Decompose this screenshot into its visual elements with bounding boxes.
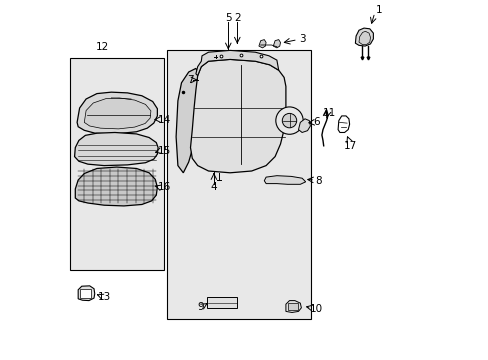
- Text: 12: 12: [96, 42, 109, 52]
- Text: 7: 7: [187, 75, 193, 85]
- Bar: [206, 297, 237, 308]
- Bar: [287, 303, 298, 310]
- Polygon shape: [355, 28, 373, 46]
- Polygon shape: [75, 167, 157, 206]
- Polygon shape: [78, 286, 95, 301]
- Polygon shape: [75, 132, 158, 166]
- Polygon shape: [258, 40, 265, 48]
- Polygon shape: [190, 59, 285, 173]
- Polygon shape: [358, 31, 370, 45]
- Polygon shape: [176, 68, 199, 173]
- Text: 2: 2: [234, 13, 240, 23]
- Text: 9: 9: [197, 302, 203, 312]
- Text: 5: 5: [224, 13, 231, 23]
- Text: 6: 6: [312, 117, 319, 127]
- Polygon shape: [298, 119, 310, 132]
- Text: 17: 17: [344, 141, 357, 151]
- Polygon shape: [196, 50, 278, 76]
- Circle shape: [275, 107, 303, 134]
- Bar: [167, 50, 310, 319]
- Text: 16: 16: [158, 182, 171, 192]
- Polygon shape: [337, 116, 349, 132]
- Text: 4: 4: [210, 182, 217, 192]
- Text: 15: 15: [158, 146, 171, 156]
- Bar: [80, 289, 91, 298]
- Polygon shape: [264, 176, 305, 184]
- Text: 3: 3: [298, 34, 305, 44]
- Text: 13: 13: [98, 292, 111, 302]
- Text: 1: 1: [375, 5, 382, 15]
- Text: 8: 8: [315, 176, 321, 186]
- Polygon shape: [77, 92, 157, 134]
- Text: 11: 11: [322, 108, 335, 118]
- Text: 14: 14: [158, 114, 171, 125]
- Bar: [70, 58, 163, 270]
- Polygon shape: [273, 40, 280, 48]
- Polygon shape: [285, 301, 301, 312]
- Polygon shape: [84, 98, 151, 129]
- Circle shape: [282, 113, 296, 128]
- Text: 10: 10: [309, 304, 323, 314]
